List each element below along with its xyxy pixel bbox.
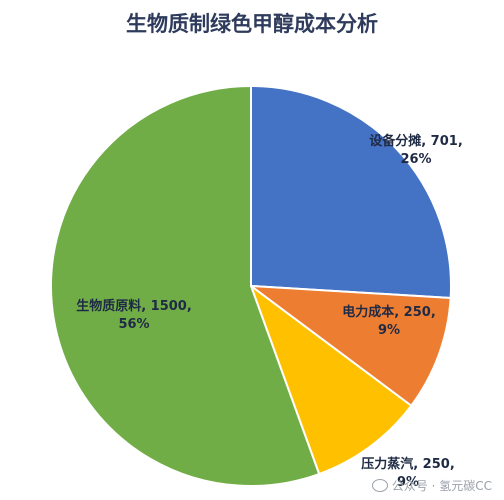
pie-slice-1 xyxy=(247,284,452,408)
pie-labels: 设备分摊, 701, 26% 电力成本, 250, 9% 压力蒸汽, 250, 9% 生物质… xyxy=(76,133,463,490)
slice-label-0: 设备分摊, 701, 26% xyxy=(369,133,463,167)
pie-slice-0 xyxy=(250,84,452,300)
chart-title: 生物质制绿色甲醇成本分析 xyxy=(126,12,378,36)
pie-slice-3 xyxy=(50,84,321,487)
pie-slices xyxy=(50,84,452,487)
slice-label-3: 生物质原料, 1500, 56% xyxy=(76,298,192,332)
slice-label-2: 压力蒸汽, 250, 9% xyxy=(361,456,455,490)
watermark-text: 公众号 · 氢元碳CC xyxy=(391,479,492,493)
watermark: 公众号 · 氢元碳CC xyxy=(371,477,492,494)
slice-label-1: 电力成本, 250, 9% xyxy=(342,304,436,338)
wechat-icon xyxy=(371,479,388,492)
pie-slice-2 xyxy=(248,283,413,476)
